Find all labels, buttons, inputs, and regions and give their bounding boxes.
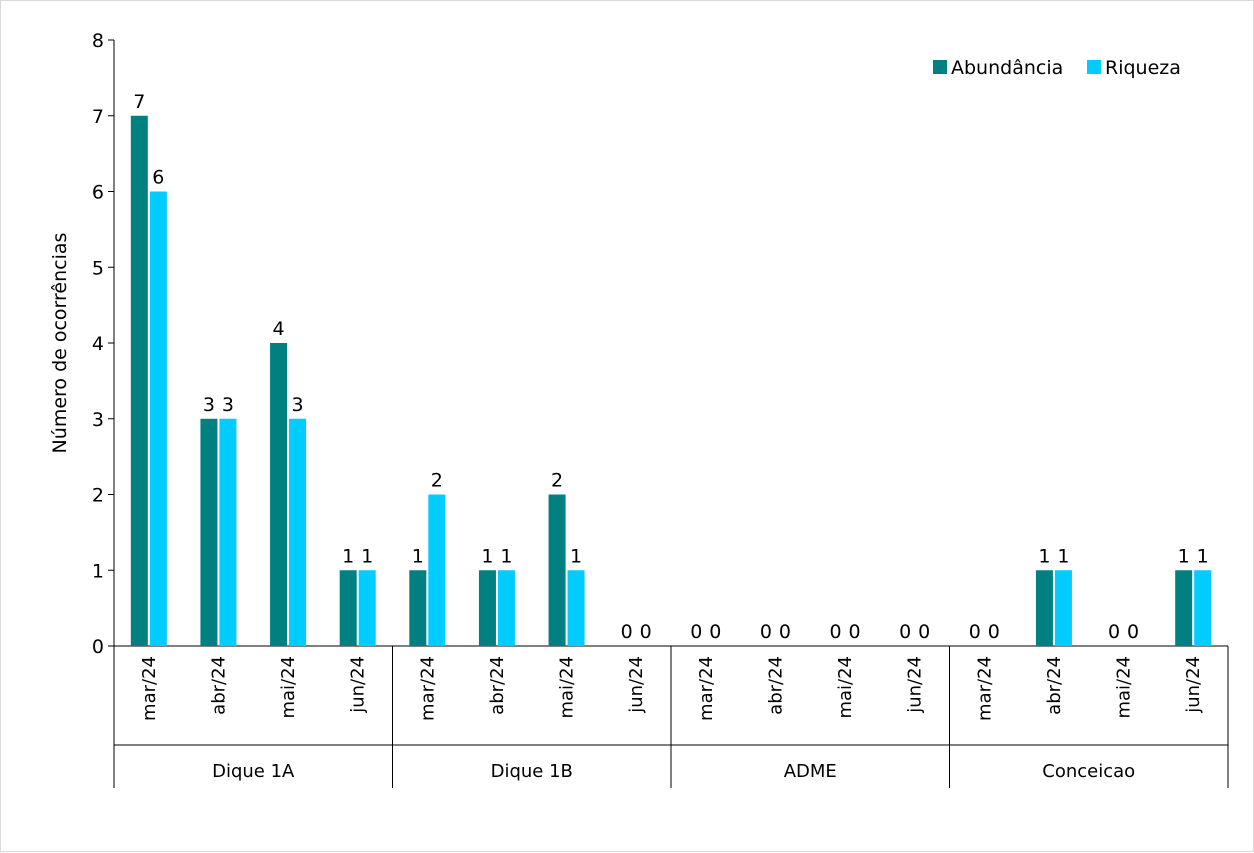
x-category-label: jun/24 <box>905 656 926 714</box>
x-category-label: mar/24 <box>696 656 717 721</box>
data-label: 2 <box>551 470 563 492</box>
data-label: 1 <box>1178 545 1190 567</box>
data-label: 2 <box>431 470 443 492</box>
data-label: 3 <box>222 394 234 416</box>
data-label: 0 <box>640 621 652 643</box>
x-category-label: jun/24 <box>1183 656 1204 714</box>
bar-abundancia <box>478 570 496 646</box>
x-category-label: mar/24 <box>974 656 995 721</box>
y-axis-title: Número de ocorrências <box>49 233 71 454</box>
bar-abundancia <box>130 115 148 646</box>
x-group-label: Dique 1B <box>491 761 573 782</box>
legend-label-abundancia: Abundância <box>951 57 1063 79</box>
y-tick-label: 3 <box>92 409 104 431</box>
legend: Abundância Riqueza <box>933 57 1181 79</box>
y-tick-label: 2 <box>92 485 104 507</box>
bars <box>130 115 1212 646</box>
bar-riqueza <box>1054 570 1072 646</box>
y-tick-label: 0 <box>92 636 104 658</box>
x-category-label: abr/24 <box>765 656 786 715</box>
data-label: 1 <box>1038 545 1050 567</box>
data-label: 0 <box>899 621 911 643</box>
bar-abundancia <box>548 494 566 646</box>
x-category-label: abr/24 <box>487 656 508 715</box>
data-label: 0 <box>969 621 981 643</box>
bar-riqueza <box>289 418 307 646</box>
y-tick-label: 4 <box>92 333 104 355</box>
x-category-label: abr/24 <box>208 656 229 715</box>
x-axis: mar/24 abr/24 mai/24 jun/24 mar/24 abr/24 mai/… <box>113 645 1229 788</box>
bar-riqueza <box>149 191 167 646</box>
legend-swatch-abundancia <box>933 60 947 74</box>
x-group-label: Conceicao <box>1042 761 1135 782</box>
x-group-label: Dique 1A <box>212 761 295 782</box>
x-category-label: mai/24 <box>835 656 856 719</box>
y-tick-label: 1 <box>92 560 104 582</box>
y-tick-label: 5 <box>92 257 104 279</box>
bar-abundancia <box>270 343 288 646</box>
x-category-label: abr/24 <box>1044 656 1065 715</box>
y-axis: 0 1 2 3 4 5 6 7 8 <box>92 30 115 658</box>
bar-abundancia <box>409 570 427 646</box>
data-label: 6 <box>152 167 164 189</box>
data-label: 3 <box>292 394 304 416</box>
x-category-label: mar/24 <box>417 656 438 721</box>
bar-abundancia <box>1035 570 1053 646</box>
legend-swatch-riqueza <box>1087 60 1101 74</box>
y-tick-label: 6 <box>92 182 104 204</box>
data-label: 0 <box>760 621 772 643</box>
data-label: 1 <box>412 545 424 567</box>
data-label: 0 <box>621 621 633 643</box>
data-label: 1 <box>1057 545 1069 567</box>
data-label: 0 <box>1108 621 1120 643</box>
x-category-label: mai/24 <box>557 656 578 719</box>
data-label: 0 <box>988 621 1000 643</box>
bar-riqueza <box>567 570 585 646</box>
bar-abundancia <box>200 418 218 646</box>
data-label: 3 <box>203 394 215 416</box>
bar-riqueza <box>219 418 237 646</box>
bar-riqueza <box>1194 570 1212 646</box>
data-label: 1 <box>342 545 354 567</box>
data-label: 0 <box>690 621 702 643</box>
data-label: 0 <box>849 621 861 643</box>
data-label: 0 <box>830 621 842 643</box>
bar-abundancia <box>339 570 357 646</box>
x-group-label: ADME <box>784 761 837 782</box>
data-label: 1 <box>481 545 493 567</box>
legend-label-riqueza: Riqueza <box>1105 57 1181 79</box>
x-category-label: jun/24 <box>348 656 369 714</box>
data-label: 1 <box>1197 545 1209 567</box>
data-label: 0 <box>1127 621 1139 643</box>
x-category-label: mar/24 <box>139 656 160 721</box>
bar-riqueza <box>428 494 446 646</box>
bar-abundancia <box>1175 570 1193 646</box>
bar-riqueza <box>497 570 515 646</box>
data-label: 0 <box>709 621 721 643</box>
y-tick-label: 8 <box>92 30 104 52</box>
bar-riqueza <box>358 570 376 646</box>
data-label: 4 <box>273 318 285 340</box>
data-label: 0 <box>918 621 930 643</box>
x-category-label: mai/24 <box>1114 656 1135 719</box>
data-label: 1 <box>361 545 373 567</box>
data-label: 1 <box>500 545 512 567</box>
x-category-label: mai/24 <box>278 656 299 719</box>
data-label: 7 <box>133 91 145 113</box>
y-tick-label: 7 <box>92 106 104 128</box>
x-category-label: jun/24 <box>626 656 647 714</box>
data-label: 1 <box>570 545 582 567</box>
data-label: 0 <box>779 621 791 643</box>
